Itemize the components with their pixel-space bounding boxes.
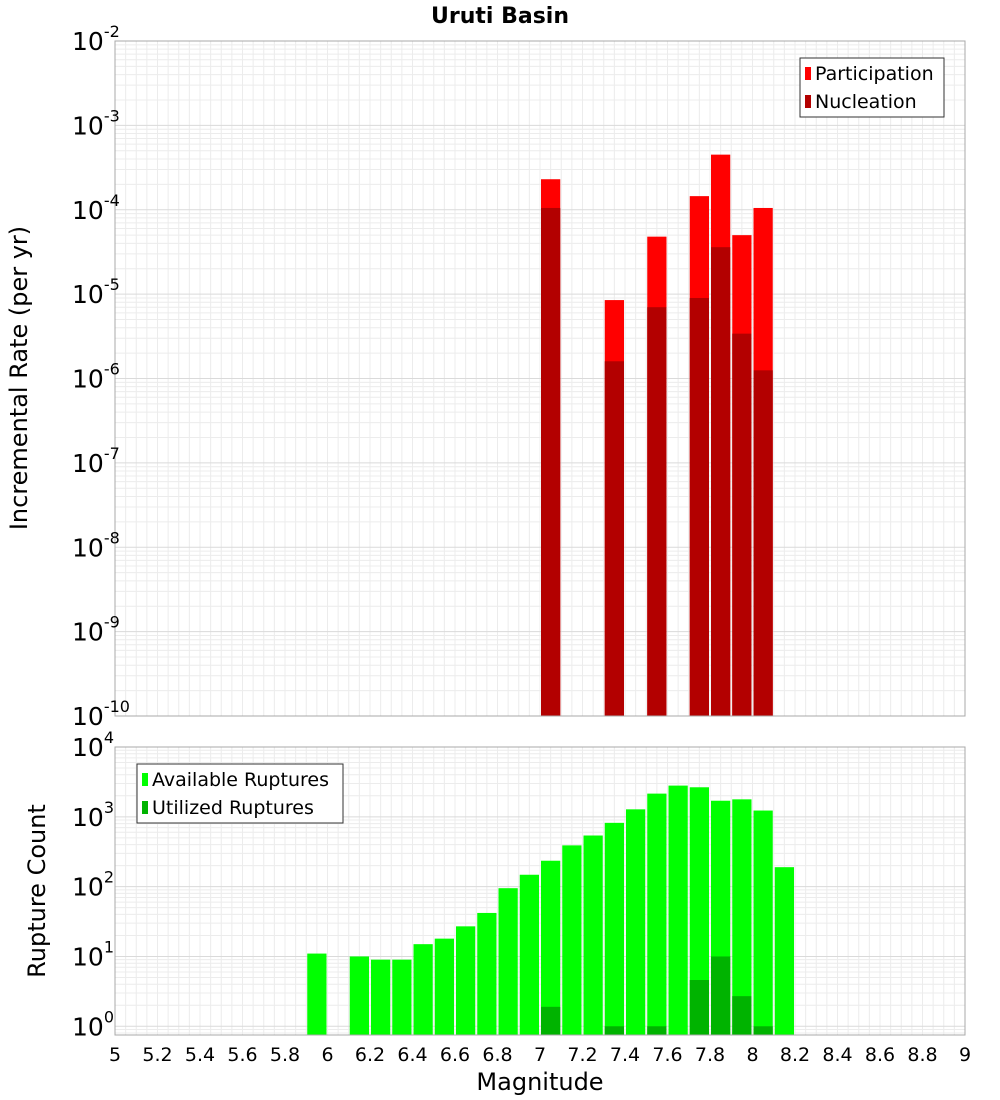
y-tick-labels: 104 103 102 101 100 (72, 728, 114, 1041)
x-tick-label: 7.2 (567, 1044, 597, 1066)
x-axis-label: Magnitude (476, 1068, 603, 1096)
bar (541, 207, 561, 716)
y-tick-label: 101 (72, 937, 114, 971)
x-tick-label: 8.6 (865, 1044, 895, 1066)
x-tick-label: 7.6 (652, 1044, 682, 1066)
bar (668, 785, 688, 1035)
bar (689, 787, 709, 1035)
bar (392, 959, 412, 1035)
y-tick-label: 10-2 (72, 22, 120, 56)
bar (689, 297, 709, 716)
legend: Participation Nucleation (799, 57, 945, 118)
rupture-count-chart-panel: 104 103 102 101 100 5 5.2 5.4 5.6 5.8 6 6.2 6.4 6.6 6.… (72, 728, 971, 1066)
series-available-ruptures (307, 785, 794, 1035)
bar (349, 956, 369, 1035)
legend-box (799, 57, 945, 118)
legend-label: Available Ruptures (152, 769, 329, 791)
bar (711, 247, 731, 716)
series-nucleation (541, 207, 773, 716)
y-tick-label: 10-8 (72, 528, 120, 562)
x-tick-label: 6.8 (482, 1044, 512, 1066)
plot-frame (114, 40, 966, 717)
bar (371, 959, 391, 1035)
y-tick-labels: 10-2 10-3 10-4 10-5 10-6 10-7 10-8 10-9 10-10 (72, 22, 130, 731)
legend-box (136, 763, 344, 824)
legend-swatch (805, 67, 811, 80)
bar (477, 912, 497, 1035)
y-tick-label: 10-4 (72, 191, 120, 225)
grid (114, 41, 966, 717)
x-tick-label: 8.2 (780, 1044, 810, 1066)
legend-label: Participation (815, 63, 934, 85)
series-utilized-ruptures (541, 956, 773, 1035)
y-tick-label: 100 (72, 1007, 114, 1041)
bar (647, 793, 667, 1035)
bar (307, 953, 327, 1035)
bar (774, 867, 794, 1035)
x-tick-label: 6 (321, 1044, 333, 1066)
x-tick-label: 5 (109, 1044, 121, 1066)
y-tick-label: 10-10 (72, 697, 130, 731)
bar (456, 926, 476, 1035)
bar (647, 1026, 667, 1035)
bar (732, 799, 752, 1035)
bar (626, 809, 646, 1035)
x-tick-label: 6.4 (397, 1044, 427, 1066)
x-tick-label: 9 (959, 1044, 971, 1066)
bar (413, 944, 433, 1035)
x-tick-label: 7 (534, 1044, 546, 1066)
top-y-axis-label: Incremental Rate (per yr) (5, 226, 33, 530)
bar (753, 1026, 773, 1035)
y-tick-label: 102 (72, 868, 114, 902)
x-tick-labels: 5 5.2 5.4 5.6 5.8 6 6.2 6.4 6.6 6.8 7 7.2 7.4 7.6 7.8 8… (109, 1044, 971, 1066)
bar (583, 835, 603, 1035)
bar (689, 980, 709, 1035)
legend-swatch (142, 801, 148, 814)
bar (604, 822, 624, 1035)
bar (753, 810, 773, 1035)
bar (604, 361, 624, 716)
legend-label: Nucleation (815, 91, 917, 113)
bar (541, 860, 561, 1035)
y-tick-label: 10-7 (72, 444, 120, 478)
bar (519, 874, 539, 1035)
bar (434, 938, 454, 1035)
plot-frame (114, 746, 966, 1036)
x-tick-label: 6.6 (440, 1044, 470, 1066)
bottom-y-axis-label: Rupture Count (23, 804, 51, 978)
x-tick-label: 5.2 (142, 1044, 172, 1066)
x-tick-label: 8.8 (907, 1044, 937, 1066)
bar (541, 1006, 561, 1035)
legend-swatch (805, 95, 811, 108)
legend-swatch (142, 773, 148, 786)
bar (562, 845, 582, 1035)
y-tick-label: 10-5 (72, 275, 120, 309)
y-tick-label: 103 (72, 798, 114, 832)
bar (604, 1026, 624, 1035)
legend: Available Ruptures Utilized Ruptures (136, 763, 344, 824)
bar (732, 996, 752, 1035)
legend-label: Utilized Ruptures (152, 797, 314, 819)
x-tick-label: 6.2 (355, 1044, 385, 1066)
x-tick-label: 8 (746, 1044, 758, 1066)
chart-title: Uruti Basin (431, 4, 569, 29)
x-tick-label: 5.4 (185, 1044, 215, 1066)
x-tick-label: 8.4 (822, 1044, 852, 1066)
bar (732, 333, 752, 716)
bar (711, 956, 731, 1035)
y-tick-label: 10-6 (72, 360, 120, 394)
y-tick-label: 10-9 (72, 613, 120, 647)
x-tick-label: 7.4 (610, 1044, 640, 1066)
x-tick-label: 5.8 (270, 1044, 300, 1066)
bar (498, 888, 518, 1035)
rate-chart-panel: 10-2 10-3 10-4 10-5 10-6 10-7 10-8 10-9 10-10 Par… (72, 22, 966, 731)
x-tick-label: 7.8 (695, 1044, 725, 1066)
y-tick-label: 104 (72, 728, 114, 762)
bar (647, 307, 667, 716)
x-tick-label: 5.6 (227, 1044, 257, 1066)
bar (753, 370, 773, 716)
y-tick-label: 10-3 (72, 106, 120, 140)
